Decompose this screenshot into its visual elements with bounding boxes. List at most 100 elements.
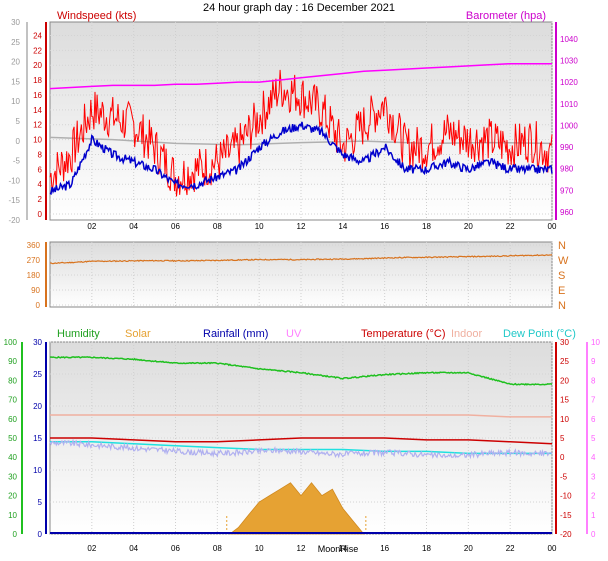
legend-indoor: Indoor (451, 328, 483, 340)
dir-tick-360: 360 (27, 241, 41, 250)
dir-label-2: S (558, 270, 565, 282)
hum-tick-30: 30 (8, 472, 17, 481)
chart-title: 24 hour graph day : 16 December 2021 (203, 2, 395, 14)
hum-tick-20: 20 (8, 492, 17, 501)
temp-tick-15: 15 (560, 396, 569, 405)
wind-tick-16: 16 (33, 91, 42, 100)
direction-line (49, 253, 553, 265)
dir-tick-0: 0 (36, 301, 41, 310)
grey-tick-5: 5 (16, 117, 21, 126)
wind-tick-20: 20 (33, 61, 42, 70)
baro-tick-980: 980 (560, 165, 574, 174)
grey-tick--15: -15 (8, 196, 20, 205)
uv-tick-7: 7 (591, 396, 596, 405)
hum-tick-50: 50 (8, 434, 17, 443)
temp-tick--5: -5 (560, 472, 568, 481)
x-tick-p1-18: 18 (422, 222, 431, 231)
temp-tick-5: 5 (560, 434, 565, 443)
wind-tick-22: 22 (33, 46, 42, 55)
baro-tick-990: 990 (560, 143, 574, 152)
barometer-line (49, 62, 552, 90)
uv-tick-10: 10 (591, 338, 600, 347)
baro-tick-1030: 1030 (560, 56, 578, 65)
dir-label-0: N (558, 240, 566, 252)
dewpoint-alt-line (49, 438, 553, 460)
x-tick-p3-06: 06 (171, 544, 180, 553)
x-tick-p1-02: 02 (87, 222, 96, 231)
temp-tick--15: -15 (560, 511, 572, 520)
wind-tick-4: 4 (38, 180, 43, 189)
hum-tick-90: 90 (8, 357, 17, 366)
grey-tick--20: -20 (8, 216, 20, 225)
wind-tick-18: 18 (33, 76, 42, 85)
temp-tick-0: 0 (560, 453, 565, 462)
grey-tick-10: 10 (11, 97, 20, 106)
x-tick-p3-14: 14 (338, 544, 347, 553)
x-tick-p1-20: 20 (464, 222, 473, 231)
uv-tick-9: 9 (591, 357, 596, 366)
legend-temperature: Temperature (°C) (361, 328, 445, 340)
wind-tick-12: 12 (33, 121, 42, 130)
temp-tick--10: -10 (560, 492, 572, 501)
wind-tick-2: 2 (38, 195, 43, 204)
legend-rainfall: Rainfall (mm) (203, 328, 268, 340)
x-tick-p3-08: 08 (213, 544, 222, 553)
hum-tick-0: 0 (13, 530, 18, 539)
moonrise-label: MoonRise (318, 544, 359, 554)
rain-tick-0: 0 (38, 530, 43, 539)
baro-tick-1020: 1020 (560, 78, 578, 87)
hum-tick-100: 100 (4, 338, 18, 347)
uv-tick-6: 6 (591, 415, 596, 424)
uv-tick-3: 3 (591, 472, 596, 481)
grey-tick-25: 25 (11, 38, 20, 47)
x-tick-p1-22: 22 (506, 222, 515, 231)
x-tick-p1-12: 12 (297, 222, 306, 231)
rain-tick-25: 25 (33, 370, 42, 379)
x-tick-p3-22: 22 (506, 544, 515, 553)
wind-tick-0: 0 (38, 210, 43, 219)
grey-tick-15: 15 (11, 77, 20, 86)
grey-tick-20: 20 (11, 58, 20, 67)
dir-tick-180: 180 (27, 271, 41, 280)
temperature-line (50, 437, 553, 445)
hum-tick-40: 40 (8, 453, 17, 462)
x-tick-p1-14: 14 (338, 222, 347, 231)
dir-label-3: E (558, 285, 565, 297)
legend-dewpoint: Dew Point (°C) (503, 328, 576, 340)
wind-tick-8: 8 (38, 150, 43, 159)
humidity-line (49, 355, 553, 386)
dir-tick-270: 270 (27, 256, 41, 265)
x-tick-p3-02: 02 (87, 544, 96, 553)
legend-humidity: Humidity (57, 328, 100, 340)
hum-tick-70: 70 (8, 396, 17, 405)
rain-tick-15: 15 (33, 434, 42, 443)
rain-tick-20: 20 (33, 402, 42, 411)
x-tick-p3-12: 12 (297, 544, 306, 553)
uv-tick-8: 8 (591, 376, 596, 385)
temp-tick-25: 25 (560, 357, 569, 366)
uv-tick-2: 2 (591, 492, 596, 501)
hum-tick-10: 10 (8, 511, 17, 520)
windspeed-title: Windspeed (kts) (57, 10, 136, 22)
x-tick-p3-00: 00 (548, 544, 557, 553)
rain-tick-10: 10 (33, 466, 42, 475)
x-tick-p1-08: 08 (213, 222, 222, 231)
legend-solar: Solar (125, 328, 151, 340)
x-tick-p3-04: 04 (129, 544, 138, 553)
solar-area (229, 482, 365, 535)
x-tick-p3-20: 20 (464, 544, 473, 553)
grey-tick--5: -5 (13, 157, 21, 166)
wind-gust-line (49, 69, 553, 197)
grey-tick-0: 0 (16, 137, 21, 146)
wind-tick-14: 14 (33, 106, 42, 115)
wind-tick-10: 10 (33, 136, 42, 145)
temp-tick-30: 30 (560, 338, 569, 347)
grey-tick--10: -10 (8, 176, 20, 185)
hum-tick-60: 60 (8, 415, 17, 424)
temp-tick--20: -20 (560, 530, 572, 539)
baro-tick-960: 960 (560, 208, 574, 217)
rain-tick-5: 5 (38, 498, 43, 507)
x-tick-p1-00: 00 (548, 222, 557, 231)
x-tick-p1-04: 04 (129, 222, 138, 231)
